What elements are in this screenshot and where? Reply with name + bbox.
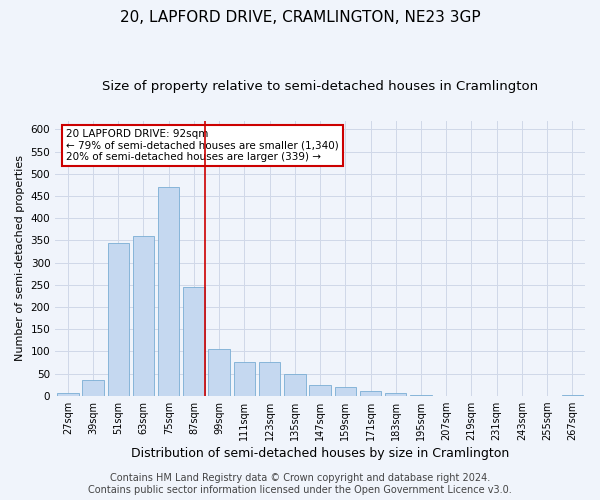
Bar	[158, 187, 179, 396]
Bar	[562, 395, 583, 396]
Title: Size of property relative to semi-detached houses in Cramlington: Size of property relative to semi-detach…	[102, 80, 538, 93]
Text: Contains HM Land Registry data © Crown copyright and database right 2024.
Contai: Contains HM Land Registry data © Crown c…	[88, 474, 512, 495]
Bar	[259, 362, 280, 396]
Text: 20 LAPFORD DRIVE: 92sqm
← 79% of semi-detached houses are smaller (1,340)
20% of: 20 LAPFORD DRIVE: 92sqm ← 79% of semi-de…	[66, 129, 338, 162]
Bar	[360, 392, 381, 396]
X-axis label: Distribution of semi-detached houses by size in Cramlington: Distribution of semi-detached houses by …	[131, 447, 509, 460]
Bar	[82, 380, 104, 396]
Bar	[284, 374, 305, 396]
Bar	[385, 394, 406, 396]
Bar	[133, 236, 154, 396]
Bar	[310, 384, 331, 396]
Bar	[335, 387, 356, 396]
Bar	[183, 287, 205, 396]
Bar	[107, 242, 129, 396]
Text: 20, LAPFORD DRIVE, CRAMLINGTON, NE23 3GP: 20, LAPFORD DRIVE, CRAMLINGTON, NE23 3GP	[119, 10, 481, 25]
Bar	[208, 349, 230, 396]
Bar	[57, 394, 79, 396]
Y-axis label: Number of semi-detached properties: Number of semi-detached properties	[15, 155, 25, 361]
Bar	[233, 362, 255, 396]
